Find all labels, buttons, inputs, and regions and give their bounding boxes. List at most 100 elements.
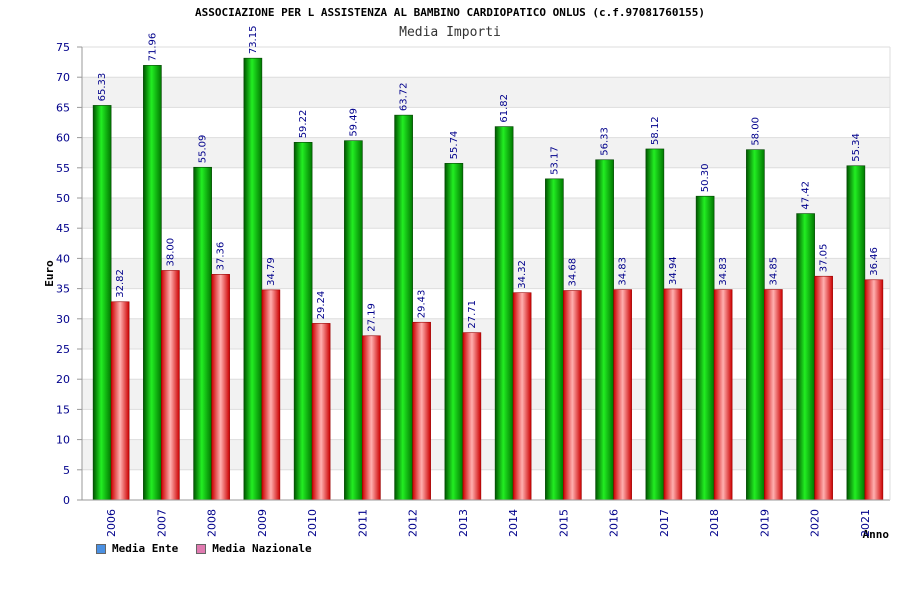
- value-label-nazionale: 27.19: [366, 303, 377, 332]
- bar-media-nazionale: [764, 289, 783, 501]
- value-label-nazionale: 32.82: [115, 269, 126, 298]
- value-label-nazionale: 27.71: [467, 300, 478, 329]
- legend-label-ente: Media Ente: [112, 542, 179, 555]
- x-tick-label: 2013: [457, 509, 470, 537]
- value-label-nazionale: 37.36: [216, 242, 227, 271]
- x-axis-title: Anno: [863, 528, 890, 541]
- legend-item-ente: Media Ente: [96, 542, 178, 555]
- value-label-nazionale: 38.00: [165, 238, 176, 267]
- value-label-nazionale: 29.24: [316, 291, 327, 320]
- value-label-nazionale: 37.05: [819, 244, 830, 273]
- x-tick-label: 2007: [155, 509, 168, 537]
- value-label-ente: 50.30: [700, 164, 711, 193]
- y-tick-label: 60: [56, 132, 70, 145]
- bar-media-nazionale: [512, 292, 532, 501]
- bar-media-ente: [645, 148, 665, 501]
- chart-legend: Media Ente Media Nazionale: [96, 542, 312, 555]
- value-label-nazionale: 34.79: [266, 257, 277, 286]
- y-tick-label: 75: [56, 41, 70, 54]
- value-label-ente: 55.74: [449, 131, 460, 160]
- value-label-nazionale: 34.68: [567, 258, 578, 287]
- x-tick-label: 2015: [557, 509, 570, 537]
- value-label-ente: 73.15: [248, 26, 259, 55]
- bar-media-nazionale: [462, 332, 482, 501]
- value-label-ente: 59.22: [298, 110, 309, 139]
- bar-media-nazionale: [864, 279, 884, 501]
- y-tick-label: 5: [63, 464, 70, 477]
- value-label-ente: 61.82: [499, 94, 510, 123]
- y-tick-label: 40: [56, 252, 70, 265]
- value-label-ente: 58.00: [750, 117, 761, 146]
- bar-media-ente: [293, 142, 313, 501]
- bar-media-ente: [746, 149, 765, 501]
- bar-media-nazionale: [613, 289, 632, 501]
- x-tick-label: 2008: [206, 509, 219, 537]
- bar-media-nazionale: [362, 335, 381, 501]
- value-label-ente: 55.34: [851, 133, 862, 162]
- value-label-ente: 71.96: [147, 33, 158, 62]
- y-tick-label: 35: [56, 283, 70, 296]
- bar-media-ente: [846, 165, 866, 501]
- y-tick-label: 50: [56, 192, 70, 205]
- chart-subtitle: Media Importi: [399, 25, 501, 40]
- value-label-nazionale: 34.94: [668, 256, 679, 285]
- y-tick-label: 65: [56, 101, 70, 114]
- legend-swatch-nazionale: [196, 543, 207, 554]
- bar-media-ente: [494, 126, 514, 501]
- bar-media-nazionale: [110, 301, 130, 501]
- bar-media-ente: [193, 166, 212, 501]
- bar-media-nazionale: [161, 270, 180, 501]
- legend-swatch-ente: [96, 543, 106, 554]
- value-label-ente: 59.49: [348, 108, 359, 137]
- chart-title: ASSOCIAZIONE PER L ASSISTENZA AL BAMBINO…: [195, 6, 705, 19]
- value-label-ente: 55.09: [198, 135, 209, 164]
- bar-media-ente: [243, 57, 263, 501]
- value-label-nazionale: 34.83: [618, 257, 629, 286]
- x-tick-label: 2010: [306, 509, 319, 537]
- bar-media-ente: [545, 178, 564, 501]
- bar-media-nazionale: [663, 288, 683, 501]
- bar-media-nazionale: [261, 289, 281, 501]
- x-tick-label: 2016: [608, 509, 621, 537]
- value-label-ente: 63.72: [399, 82, 410, 111]
- x-tick-label: 2012: [407, 509, 420, 537]
- y-tick-label: 45: [56, 222, 70, 235]
- y-tick-label: 70: [56, 71, 70, 84]
- value-label-nazionale: 29.43: [417, 290, 428, 319]
- value-label-nazionale: 34.85: [768, 257, 779, 286]
- x-tick-label: 2018: [708, 509, 721, 537]
- value-label-nazionale: 36.46: [869, 247, 880, 276]
- bar-media-nazionale: [412, 321, 431, 501]
- x-tick-label: 2011: [356, 509, 369, 537]
- value-label-ente: 56.33: [600, 127, 611, 156]
- legend-item-nazionale: Media Nazionale: [196, 542, 312, 555]
- x-tick-label: 2019: [758, 509, 771, 537]
- y-tick-label: 30: [56, 313, 70, 326]
- y-tick-label: 0: [63, 494, 70, 507]
- value-label-ente: 47.42: [801, 181, 812, 210]
- x-tick-label: 2009: [256, 509, 269, 537]
- value-label-nazionale: 34.32: [517, 260, 528, 289]
- bar-media-nazionale: [563, 290, 582, 501]
- y-tick-label: 20: [56, 373, 70, 386]
- value-label-nazionale: 34.83: [718, 257, 729, 286]
- value-label-ente: 58.12: [650, 116, 661, 145]
- bar-media-nazionale: [713, 289, 733, 501]
- value-label-ente: 53.17: [549, 146, 560, 175]
- x-tick-label: 2014: [507, 509, 520, 537]
- bar-media-nazionale: [311, 323, 331, 501]
- y-tick-label: 15: [56, 403, 70, 416]
- bar-media-ente: [444, 163, 464, 501]
- bar-media-ente: [143, 65, 162, 501]
- bar-media-nazionale: [814, 275, 833, 501]
- bar-media-ente: [394, 114, 413, 501]
- x-tick-label: 2021: [859, 509, 872, 537]
- y-axis-title: Euro: [43, 260, 56, 287]
- bar-media-ente: [796, 213, 815, 501]
- y-tick-label: 25: [56, 343, 70, 356]
- y-tick-label: 10: [56, 434, 70, 447]
- y-tick-label: 55: [56, 162, 70, 175]
- x-tick-label: 2020: [809, 509, 822, 537]
- value-label-ente: 65.33: [97, 73, 108, 102]
